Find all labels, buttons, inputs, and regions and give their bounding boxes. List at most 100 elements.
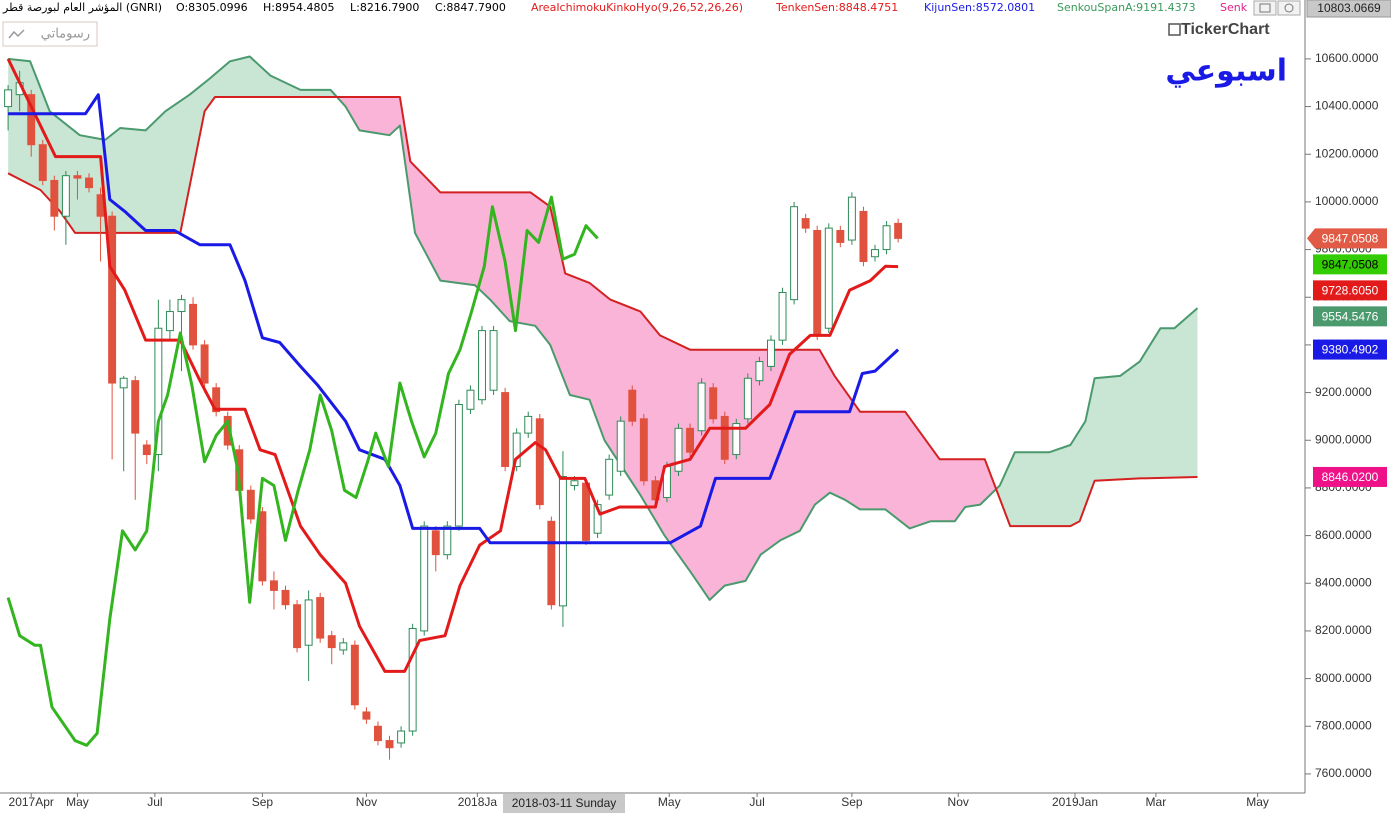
price-label-box [1307, 228, 1387, 249]
chikou-line [6, 195, 599, 747]
period: اسبوعي [1165, 54, 1287, 89]
crosshair-value: 10803.0669 [1317, 1, 1381, 15]
candle-body [790, 206, 799, 301]
candle-body [570, 480, 579, 487]
price-label-box [1313, 306, 1387, 327]
button-label[interactable]: رسوماتي [41, 25, 90, 41]
price-label: 9847.0508 [1313, 254, 1387, 275]
x-tick-label: May [658, 795, 681, 809]
kijun-line [8, 93, 900, 545]
x-tick-label: Nov [948, 795, 969, 809]
x-tick-label: Mar [1146, 795, 1167, 809]
window-buttons [1253, 0, 1301, 16]
x-tick-label: 2019Jan [1052, 795, 1098, 809]
candle-body [362, 711, 371, 720]
candle-body [836, 230, 845, 243]
instrument: المؤشر العام لبورصة قطر (GNRI) [2, 1, 162, 14]
drawings-button[interactable]: رسوماتي [2, 21, 98, 47]
candle-body [85, 177, 93, 189]
candle-body [281, 589, 290, 606]
price-label: 9554.5476 [1313, 306, 1387, 327]
candle-body [385, 740, 394, 749]
price-label-text: 9380.4902 [1322, 343, 1379, 357]
y-tick-label: 8000.0000 [1315, 671, 1372, 685]
candle-body [142, 444, 151, 456]
x-tick-label: May [1246, 795, 1269, 809]
crosshair-value-box [1306, 0, 1391, 18]
plot [4, 55, 1199, 760]
candle-body [478, 330, 486, 401]
crosshair-date-box [503, 794, 625, 813]
candle-body [27, 94, 36, 146]
price-label-box [1313, 280, 1387, 301]
candle-body [755, 361, 764, 382]
window-button[interactable] [1277, 0, 1301, 16]
indicator-label: Senk [1220, 1, 1248, 14]
candle-body [293, 604, 302, 649]
candle-body [420, 525, 429, 632]
y-tick-label: 8600.0000 [1315, 528, 1372, 542]
price-label-box [1313, 339, 1387, 360]
ohlc: C:8847.7900 [435, 1, 506, 14]
candle-body [131, 380, 140, 434]
candle-body [732, 423, 741, 456]
candle-body [709, 387, 718, 420]
candle-body [269, 580, 278, 591]
y-tick-label: 7600.0000 [1315, 766, 1372, 780]
candle-body [639, 418, 648, 482]
candle-body [154, 327, 163, 456]
candle-body [339, 642, 348, 651]
candle-body [524, 415, 533, 434]
y-tick-label: 9000.0000 [1315, 432, 1372, 446]
logo: TickerChart [1181, 21, 1270, 38]
y-tick-label: 10200.0000 [1315, 146, 1379, 160]
candle-body [408, 628, 417, 732]
price-label-text: 8846.0200 [1322, 470, 1379, 484]
crosshair-date: 2018-03-11 Sunday [512, 796, 617, 810]
candle-body [304, 599, 313, 646]
candle-body [501, 392, 510, 467]
icon [8, 29, 25, 39]
ohlc: H:8954.4805 [263, 1, 334, 14]
candle-body [397, 730, 406, 744]
crosshair: 2018-03-11 Sunday 10803.0669 [503, 0, 1391, 813]
candle-body [847, 196, 856, 241]
candle-body [200, 344, 209, 384]
y-tick-label: 10000.0000 [1315, 194, 1379, 208]
button-frame[interactable] [2, 21, 98, 47]
window-button[interactable] [1253, 0, 1277, 16]
x-tick-label: Sep [252, 795, 274, 809]
candle-body [38, 144, 47, 181]
candle-body [778, 291, 787, 341]
icon [1259, 3, 1271, 13]
price-label-text: 9847.0508 [1322, 232, 1379, 246]
y-tick-label: 10600.0000 [1315, 51, 1379, 65]
candle-body [616, 420, 625, 472]
y-tick-label: 7800.0000 [1315, 718, 1372, 732]
x-tick-label: 2017Apr [9, 795, 54, 809]
ohlc: L:8216.7900 [350, 1, 419, 14]
candle-body [882, 225, 891, 251]
x-tick-label: Nov [356, 795, 377, 809]
candle-body [605, 458, 614, 496]
candle-body [720, 415, 729, 460]
candle-body [443, 525, 452, 556]
candle-body [50, 179, 59, 217]
price-label-box [1313, 466, 1387, 487]
candle-body [547, 520, 556, 606]
candle-body [350, 644, 359, 706]
candle-body [4, 89, 13, 108]
indicator-label: SenkouSpanA:9191.4373 [1057, 1, 1196, 14]
candle-body [489, 330, 498, 391]
candle-body [813, 230, 822, 336]
senkou-b-line [7, 96, 1198, 528]
candle-body [512, 432, 521, 467]
candle-body [628, 389, 637, 422]
icon [1284, 3, 1294, 13]
indicator-label: AreaIchimokuKinkoHyo(9,26,52,26,26) [531, 1, 743, 14]
candle-body [73, 175, 82, 179]
price-label-text: 9847.0508 [1322, 258, 1379, 272]
x-tick-label: May [66, 795, 89, 809]
y-tick-label: 10400.0000 [1315, 99, 1379, 113]
cloud-down [8, 97, 1198, 600]
